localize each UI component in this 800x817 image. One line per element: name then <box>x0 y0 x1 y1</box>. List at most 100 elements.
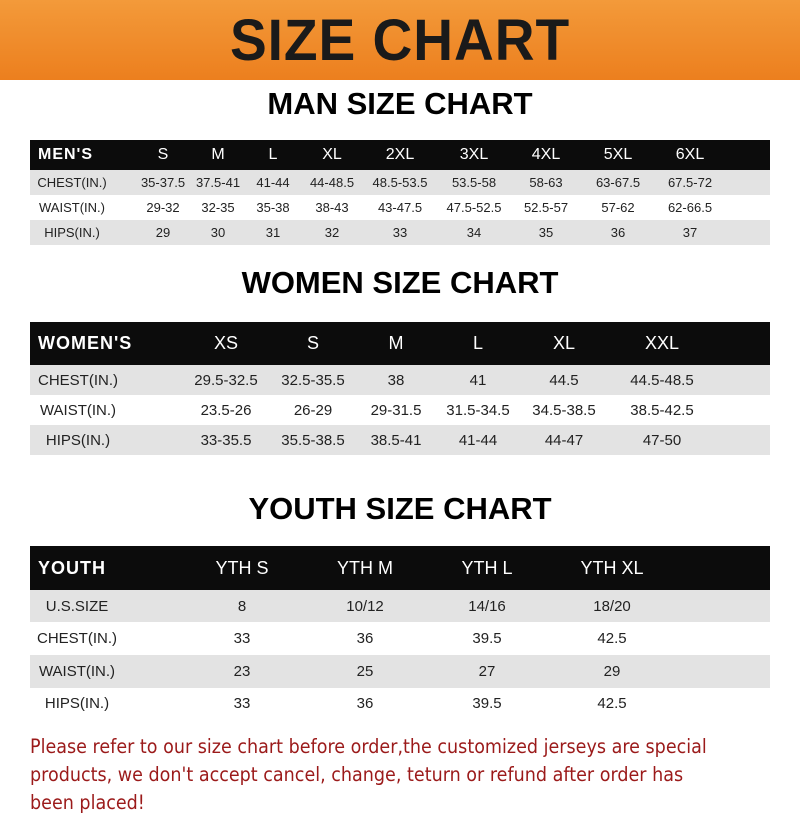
measurement-cell: 44.5 <box>549 371 579 389</box>
measurement-cell: 57-62 <box>601 200 635 215</box>
size-header: YTH L <box>461 557 513 578</box>
measurement-cell: 29-31.5 <box>370 401 422 419</box>
measurement-cell: 35-38 <box>256 200 290 215</box>
size-header: 6XL <box>675 146 705 163</box>
measurement-cell: 26-29 <box>293 401 333 419</box>
measurement-cell: 34 <box>466 225 482 240</box>
banner: SIZE CHART <box>0 0 800 80</box>
size-header: M <box>211 146 225 163</box>
measurement-cell: 33 <box>233 630 251 647</box>
men-title: MAN SIZE CHART <box>267 86 533 121</box>
row-label: CHEST(IN.) <box>37 630 117 647</box>
row-label: WAIST(IN.) <box>38 663 116 680</box>
measurement-cell: 23 <box>233 663 251 680</box>
table-row: HIPS(IN.) 33 36 39.5 42.5 <box>30 688 770 718</box>
measurement-cell: 47-50 <box>642 431 682 449</box>
youth-size-table: YOUTH YTH S YTH M YTH L YTH XL U.S.SIZE 8 10/12… <box>30 546 770 718</box>
size-header: 2XL <box>385 146 415 163</box>
size-header: 5XL <box>603 146 633 163</box>
table-row: HIPS(IN.) 29 30 31 32 33 34 35 36 37 <box>30 220 770 245</box>
size-header: YTH M <box>337 557 393 578</box>
measurement-cell: 39.5 <box>472 630 502 647</box>
measurement-cell: 29-32 <box>146 200 180 215</box>
measurement-cell: 32 <box>324 225 340 240</box>
measurement-cell: 42.5 <box>597 630 627 647</box>
measurement-cell: 33-35.5 <box>200 431 252 449</box>
measurement-cell: 67.5-72 <box>667 175 713 190</box>
measurement-cell: 43-47.5 <box>377 200 423 215</box>
header-row: WOMEN'S XS S M L XL XXL <box>30 322 770 365</box>
size-header: L <box>472 333 484 353</box>
measurement-cell: 29 <box>603 663 621 680</box>
measurement-cell: 53.5-58 <box>451 175 497 190</box>
measurement-cell: 25 <box>356 663 374 680</box>
measurement-cell: 58-63 <box>529 175 563 190</box>
table-row: WAIST(IN.) 29-32 32-35 35-38 38-43 43-47.5 47.… <box>30 195 770 220</box>
row-label: CHEST(IN.) <box>38 371 118 389</box>
order-notice: Please refer to our size chart before or… <box>30 735 707 814</box>
row-label: HIPS(IN.) <box>45 431 111 449</box>
measurement-cell: 36 <box>610 225 626 240</box>
measurement-cell: 27 <box>478 663 496 680</box>
measurement-cell: 41-44 <box>256 175 290 190</box>
measurement-cell: 37 <box>682 225 698 240</box>
measurement-cell: 32.5-35.5 <box>281 371 345 389</box>
row-label: MEN'S <box>38 146 94 163</box>
measurement-cell: 35-37.5 <box>140 175 186 190</box>
measurement-cell: 47.5-52.5 <box>446 200 502 215</box>
measurement-cell: 36 <box>356 630 374 647</box>
measurement-cell: 31 <box>265 225 281 240</box>
banner-title: SIZE CHART <box>229 7 571 73</box>
table-row: WAIST(IN.) 23 25 27 29 <box>30 655 770 688</box>
measurement-cell: 48.5-53.5 <box>372 175 428 190</box>
measurement-cell: 44-48.5 <box>309 175 355 190</box>
row-label: HIPS(IN.) <box>44 225 100 240</box>
measurement-cell: 29 <box>155 225 171 240</box>
measurement-cell: 10/12 <box>346 597 384 615</box>
size-header: YTH S <box>215 557 269 578</box>
measurement-cell: 41 <box>469 371 487 389</box>
measurement-cell: 44.5-48.5 <box>630 371 694 389</box>
header-row: YOUTH YTH S YTH M YTH L YTH XL <box>30 546 770 590</box>
row-label: YOUTH <box>38 557 106 578</box>
measurement-cell: 41-44 <box>458 431 498 449</box>
measurement-cell: 42.5 <box>597 694 627 712</box>
men-size-table: MEN'S S M L XL 2XL 3XL 4XL 5XL 6XL CHEST(IN.) 35-37… <box>30 140 770 245</box>
measurement-cell: 38-43 <box>315 200 349 215</box>
measurement-cell: 33 <box>392 225 408 240</box>
measurement-cell: 38 <box>387 371 405 389</box>
table-row: CHEST(IN.) 35-37.5 37.5-41 41-44 44-48.5 48.5… <box>30 170 770 195</box>
measurement-cell: 35.5-38.5 <box>281 431 345 449</box>
size-header: S <box>306 333 320 353</box>
measurement-cell: 35 <box>538 225 554 240</box>
measurement-cell: 44-47 <box>544 431 584 449</box>
youth-title: YOUTH SIZE CHART <box>248 491 552 526</box>
measurement-cell: 18/20 <box>593 597 631 615</box>
size-header: XL <box>552 333 576 353</box>
size-header: XL <box>322 146 342 163</box>
table-row: U.S.SIZE 8 10/12 14/16 18/20 <box>30 590 770 622</box>
header-row: MEN'S S M L XL 2XL 3XL 4XL 5XL 6XL <box>30 140 770 170</box>
women-title: WOMEN SIZE CHART <box>241 265 559 300</box>
measurement-cell: 29.5-32.5 <box>194 371 258 389</box>
row-label: WAIST(IN.) <box>39 401 117 419</box>
measurement-cell: 8 <box>237 597 247 615</box>
row-label: U.S.SIZE <box>45 597 109 615</box>
measurement-cell: 39.5 <box>472 694 502 712</box>
table-row: CHEST(IN.) 29.5-32.5 32.5-35.5 38 41 44.5 44.5… <box>30 365 770 395</box>
measurement-cell: 30 <box>210 225 226 240</box>
size-header: L <box>268 146 278 163</box>
measurement-cell: 63-67.5 <box>595 175 641 190</box>
measurement-cell: 62-66.5 <box>667 200 713 215</box>
measurement-cell: 33 <box>233 694 251 712</box>
women-size-table: WOMEN'S XS S M L XL XXL CHEST(IN.) 29.5-32.5 32.5… <box>30 322 770 455</box>
measurement-cell: 32-35 <box>201 200 235 215</box>
measurement-cell: 36 <box>356 694 374 712</box>
table-row: HIPS(IN.) 33-35.5 35.5-38.5 38.5-41 41-44 44-… <box>30 425 770 455</box>
size-header: 4XL <box>531 146 561 163</box>
size-header: 3XL <box>459 146 489 163</box>
size-header: XXL <box>644 333 680 353</box>
row-label: WOMEN'S <box>38 333 133 353</box>
table-row: WAIST(IN.) 23.5-26 26-29 29-31.5 31.5-34.5 34… <box>30 395 770 425</box>
measurement-cell: 38.5-41 <box>370 431 422 449</box>
